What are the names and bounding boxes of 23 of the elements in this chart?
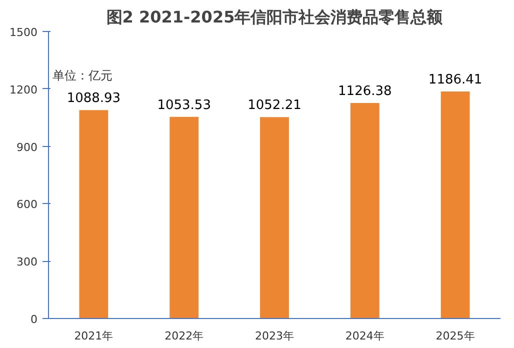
bar xyxy=(170,116,199,318)
y-tick-label: 1200 xyxy=(10,83,38,96)
bar xyxy=(260,117,289,318)
annotation: 单位：亿元 xyxy=(52,68,112,82)
bar xyxy=(79,110,108,318)
x-tick-label: 2022年 xyxy=(164,330,204,342)
y-tick-label: 1500 xyxy=(10,26,38,39)
data-label: 1126.38 xyxy=(338,84,392,99)
x-tick-label: 2023年 xyxy=(255,330,294,342)
data-label: 1052.21 xyxy=(248,98,302,114)
chart-title: 图2 2021-2025年信阳市社会消费品零售总额 xyxy=(106,8,444,26)
data-label: 1088.93 xyxy=(66,91,121,106)
x-tick-label: 2024年 xyxy=(345,330,384,342)
x-tick-label: 2021年 xyxy=(74,330,114,342)
y-tick-label: 300 xyxy=(16,256,38,269)
y-tick-label: 900 xyxy=(16,140,38,154)
data-label: 1186.41 xyxy=(428,72,482,88)
y-tick-label: 0 xyxy=(30,313,38,326)
x-tick-label: 2025年 xyxy=(436,330,475,342)
bar xyxy=(350,102,380,318)
y-tick-label: 600 xyxy=(16,198,38,212)
bar xyxy=(440,92,470,318)
data-label: 1053.53 xyxy=(157,98,211,113)
